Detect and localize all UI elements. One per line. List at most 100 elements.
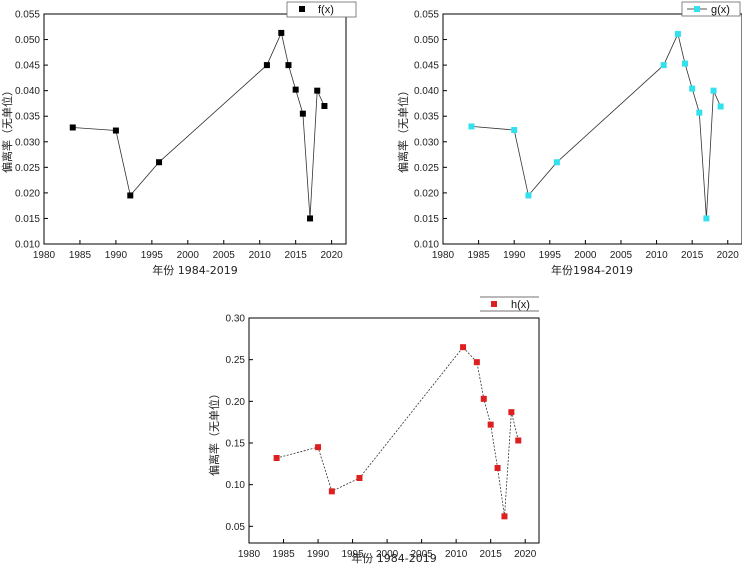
chart-f-point <box>278 29 285 36</box>
chart-f-point <box>69 124 76 131</box>
chart-f-marks <box>69 29 328 222</box>
chart-h-ytick-label: 0.30 <box>226 314 246 325</box>
chart-g-point <box>660 62 667 69</box>
chart-g-point <box>682 60 689 67</box>
chart-f-series-line <box>72 31 325 219</box>
chart-h-legend-label: h(x) <box>511 299 530 311</box>
chart-h-point <box>494 465 501 471</box>
chart-g-ytick-label: 0.020 <box>414 188 439 199</box>
chart-h-point <box>473 359 480 366</box>
chart-g-point <box>717 103 724 110</box>
chart-h-xtick-label: 1980 <box>238 549 261 560</box>
chart-f-frame <box>43 13 347 245</box>
chart-f-legend-box <box>286 1 357 18</box>
chart-f-point <box>321 103 328 109</box>
chart-f-xtick-label: 2020 <box>320 250 343 261</box>
chart-f-point <box>307 215 314 222</box>
chart-h-xtick-label: 2020 <box>514 549 537 560</box>
chart-g-marks <box>468 30 724 222</box>
chart-f-ytick-label: 0.020 <box>15 188 40 199</box>
chart-g-xtick-label: 1990 <box>503 250 526 261</box>
chart-g-point <box>525 192 532 199</box>
chart-h-xtick-label: 2000 <box>376 549 399 560</box>
chart-h-marks <box>273 344 522 520</box>
chart-g-point <box>468 123 475 130</box>
chart-g-xtick-label: 2010 <box>645 250 668 261</box>
chart-h-legend-marker <box>491 301 497 307</box>
chart-h-frame <box>248 317 540 544</box>
chart-f-ytick-label: 0.050 <box>15 35 40 46</box>
chart-f-ytick-label: 0.030 <box>15 137 40 148</box>
chart-f-point <box>263 62 270 69</box>
chart-h-xtick-label: 1990 <box>307 549 330 560</box>
chart-f-ytick-label: 0.015 <box>15 214 40 225</box>
chart-f-xlabel: 年份 1984-2019 <box>152 263 237 277</box>
chart-h-point <box>501 513 508 520</box>
chart-g-xtick-label: 1985 <box>467 250 490 261</box>
chart-g-ytick-label: 0.045 <box>414 61 439 72</box>
chart-h-ytick-label: 0.25 <box>226 355 246 366</box>
chart-g-point <box>696 109 703 116</box>
chart-f-xtick-label: 2015 <box>285 250 308 261</box>
chart-h-point <box>356 475 363 481</box>
chart-g-xtick-label: 2005 <box>610 250 633 261</box>
chart-h: 1980 1985 1990 1995 2000 2005 2010 2015 2020 0.05… <box>207 296 540 565</box>
chart-f-ylabel: 偏离率（无单位） <box>0 85 14 173</box>
chart-h-ytick-label: 0.05 <box>226 522 246 533</box>
chart-f-point <box>292 86 299 93</box>
chart-g-ytick-label: 0.025 <box>414 163 439 174</box>
chart-h-ticks: 1980 1985 1990 1995 2000 2005 2010 2015 2020 0.05… <box>226 314 537 561</box>
chart-g-ytick-label: 0.010 <box>414 240 439 251</box>
chart-f-ytick-label: 0.010 <box>15 240 40 251</box>
chart-f-xtick-label: 1995 <box>141 250 164 261</box>
chart-h-xtick-label: 1985 <box>272 549 295 560</box>
chart-h-ytick-label: 0.20 <box>226 397 246 408</box>
chart-f-point <box>156 159 163 166</box>
chart-h-ylabel: 偏离率（无单位） <box>207 388 221 476</box>
chart-h-xtick-label: 2015 <box>480 549 503 560</box>
chart-f-ytick-label: 0.055 <box>15 10 40 21</box>
chart-h-point <box>508 409 515 416</box>
chart-f-ytick-label: 0.040 <box>15 86 40 97</box>
chart-f-point <box>299 110 306 117</box>
chart-f-point <box>112 127 119 134</box>
chart-g-ytick-label: 0.015 <box>414 214 439 225</box>
chart-g-point <box>511 127 518 134</box>
chart-g-legend-box <box>681 1 741 17</box>
chart-g-legend-label: g(x) <box>711 4 730 16</box>
chart-g-xlabel: 年份1984-2019 <box>551 263 633 277</box>
chart-h-series-line <box>276 346 519 517</box>
chart-g-ytick-label: 0.035 <box>414 112 439 123</box>
chart-g: 1980 1985 1990 1995 2000 2005 2010 2015 2020 0.01… <box>396 1 742 277</box>
chart-f-xtick-label: 1985 <box>69 250 92 261</box>
chart-h-ytick-label: 0.10 <box>226 480 246 491</box>
chart-g-point <box>689 85 696 92</box>
chart-g-legend-marker <box>694 6 700 12</box>
chart-f-xtick-label: 2010 <box>249 250 272 261</box>
chart-h-point <box>460 344 467 351</box>
chart-g-xtick-label: 2015 <box>681 250 704 261</box>
chart-g-legend: g(x) <box>681 1 741 17</box>
chart-f-ticks: 1980 1985 1990 1995 2000 2005 2010 2015 2020 0.01… <box>15 10 343 262</box>
chart-f-ytick-label: 0.045 <box>15 61 40 72</box>
chart-h-point <box>273 455 280 461</box>
chart-h-xtick-label: 2010 <box>445 549 468 560</box>
chart-f-point <box>285 62 292 69</box>
chart-g-frame <box>442 13 742 245</box>
chart-f-legend: f(x) <box>286 1 357 18</box>
chart-f-xtick-label: 1980 <box>33 250 56 261</box>
chart-f-ytick-label: 0.035 <box>15 112 40 123</box>
chart-f-ytick-label: 0.025 <box>15 163 40 174</box>
chart-f-xtick-label: 2000 <box>177 250 200 261</box>
chart-g-ylabel: 偏离率（无单位） <box>396 85 410 173</box>
chart-g-series-line <box>471 32 721 219</box>
chart-g-point <box>674 30 681 37</box>
chart-g-ytick-label: 0.040 <box>414 86 439 97</box>
chart-h-ytick-label: 0.15 <box>226 439 246 450</box>
chart-h-legend: h(x) <box>480 296 539 312</box>
chart-h-point <box>315 444 322 451</box>
chart-h-point <box>328 488 335 495</box>
chart-h-point <box>487 421 494 428</box>
chart-g-ticks: 1980 1985 1990 1995 2000 2005 2010 2015 2020 0.01… <box>414 10 739 262</box>
chart-g-xtick-label: 1995 <box>539 250 562 261</box>
